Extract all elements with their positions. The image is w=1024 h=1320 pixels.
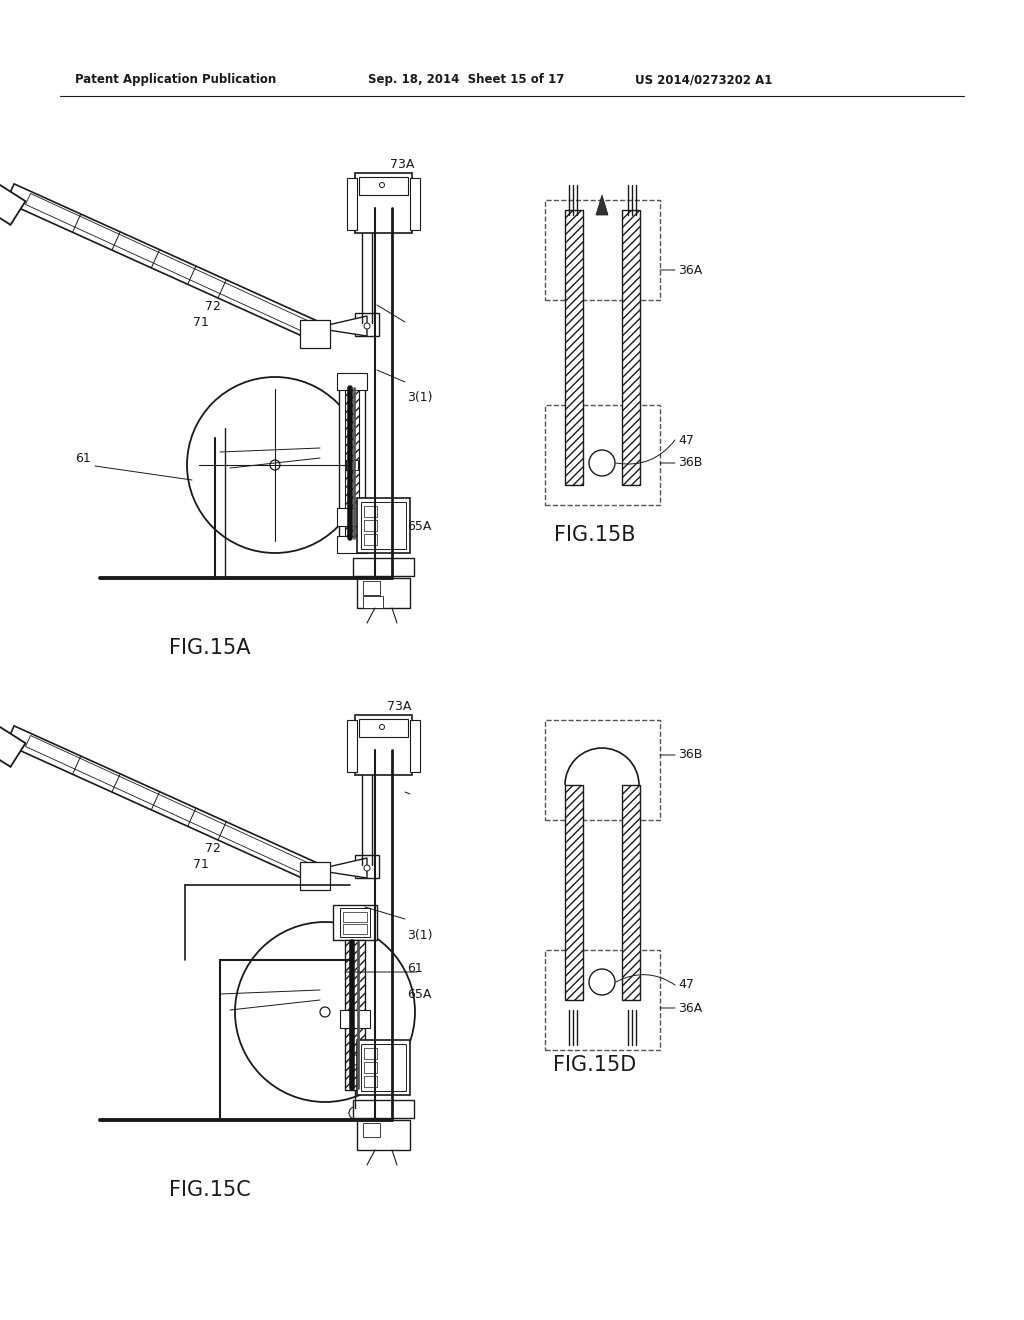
- Bar: [545, 405, 660, 506]
- Text: 72: 72: [205, 300, 221, 313]
- Bar: [300, 862, 330, 890]
- Bar: [545, 950, 660, 1049]
- Bar: [362, 1123, 380, 1137]
- Text: 65A: 65A: [407, 520, 431, 532]
- Circle shape: [349, 1107, 361, 1119]
- Bar: [565, 210, 583, 484]
- Bar: [343, 912, 367, 921]
- Polygon shape: [0, 704, 26, 767]
- Text: FIG.15D: FIG.15D: [553, 1055, 637, 1074]
- Circle shape: [589, 969, 615, 995]
- Bar: [364, 535, 377, 545]
- Bar: [359, 177, 408, 195]
- Text: 36A: 36A: [678, 1002, 702, 1015]
- Text: 73A: 73A: [390, 158, 415, 172]
- Text: 47: 47: [678, 433, 694, 446]
- Bar: [364, 1076, 377, 1086]
- Circle shape: [311, 866, 319, 874]
- Bar: [343, 924, 367, 935]
- Bar: [355, 173, 412, 234]
- Bar: [410, 178, 420, 230]
- Bar: [545, 201, 660, 300]
- Circle shape: [270, 459, 280, 470]
- Bar: [340, 908, 370, 937]
- Text: 65A: 65A: [407, 989, 431, 1002]
- Text: 36A: 36A: [678, 264, 702, 276]
- Text: 72: 72: [205, 842, 221, 854]
- Circle shape: [187, 378, 362, 553]
- Circle shape: [311, 323, 319, 333]
- Bar: [353, 1100, 414, 1118]
- Bar: [337, 536, 367, 553]
- Circle shape: [364, 865, 370, 871]
- Circle shape: [234, 921, 415, 1102]
- Bar: [622, 785, 640, 1001]
- Circle shape: [380, 182, 384, 187]
- Circle shape: [350, 1055, 360, 1065]
- Bar: [362, 597, 383, 609]
- Bar: [357, 1119, 410, 1150]
- Polygon shape: [0, 161, 26, 224]
- Bar: [355, 855, 379, 878]
- Bar: [355, 313, 379, 337]
- Text: FIG.15A: FIG.15A: [169, 638, 251, 657]
- Text: US 2014/0273202 A1: US 2014/0273202 A1: [635, 74, 772, 87]
- Bar: [359, 719, 408, 737]
- Text: FIG.15B: FIG.15B: [554, 525, 636, 545]
- Text: 71: 71: [193, 858, 209, 871]
- Text: 61: 61: [75, 451, 91, 465]
- Bar: [357, 578, 410, 609]
- Bar: [346, 459, 358, 470]
- Text: 36B: 36B: [678, 457, 702, 470]
- Circle shape: [380, 725, 384, 730]
- Circle shape: [589, 450, 615, 477]
- Polygon shape: [26, 735, 307, 874]
- Polygon shape: [596, 195, 608, 215]
- Text: FIG.15C: FIG.15C: [169, 1180, 251, 1200]
- Bar: [355, 715, 412, 775]
- Text: 47: 47: [678, 978, 694, 991]
- Polygon shape: [315, 858, 367, 878]
- Bar: [333, 906, 377, 940]
- Bar: [339, 378, 365, 548]
- Bar: [361, 502, 406, 549]
- Text: 3(1): 3(1): [407, 392, 432, 404]
- Bar: [347, 719, 357, 772]
- Bar: [337, 508, 367, 525]
- Bar: [364, 1048, 377, 1059]
- Bar: [357, 1040, 410, 1096]
- Polygon shape: [6, 726, 317, 882]
- Bar: [347, 178, 357, 230]
- Text: Sep. 18, 2014  Sheet 15 of 17: Sep. 18, 2014 Sheet 15 of 17: [368, 74, 564, 87]
- Bar: [410, 719, 420, 772]
- Polygon shape: [6, 183, 317, 339]
- Text: 73A: 73A: [387, 701, 412, 714]
- Bar: [345, 940, 365, 1090]
- Bar: [337, 374, 367, 389]
- Bar: [364, 520, 377, 531]
- Text: 61: 61: [407, 961, 423, 974]
- Bar: [345, 385, 359, 540]
- Bar: [364, 506, 377, 517]
- Bar: [622, 210, 640, 484]
- Text: 71: 71: [193, 317, 209, 330]
- Polygon shape: [26, 194, 307, 331]
- Bar: [300, 319, 330, 348]
- Text: 3(1): 3(1): [407, 928, 432, 941]
- Bar: [340, 1010, 370, 1028]
- Bar: [361, 1044, 406, 1092]
- Text: 36B: 36B: [678, 748, 702, 762]
- Polygon shape: [315, 315, 367, 337]
- Circle shape: [364, 323, 370, 329]
- Bar: [357, 498, 410, 553]
- Bar: [565, 785, 583, 1001]
- Bar: [353, 558, 414, 576]
- Bar: [364, 1063, 377, 1073]
- Bar: [362, 581, 380, 595]
- Circle shape: [319, 1007, 330, 1016]
- Text: Patent Application Publication: Patent Application Publication: [75, 74, 276, 87]
- Bar: [545, 719, 660, 820]
